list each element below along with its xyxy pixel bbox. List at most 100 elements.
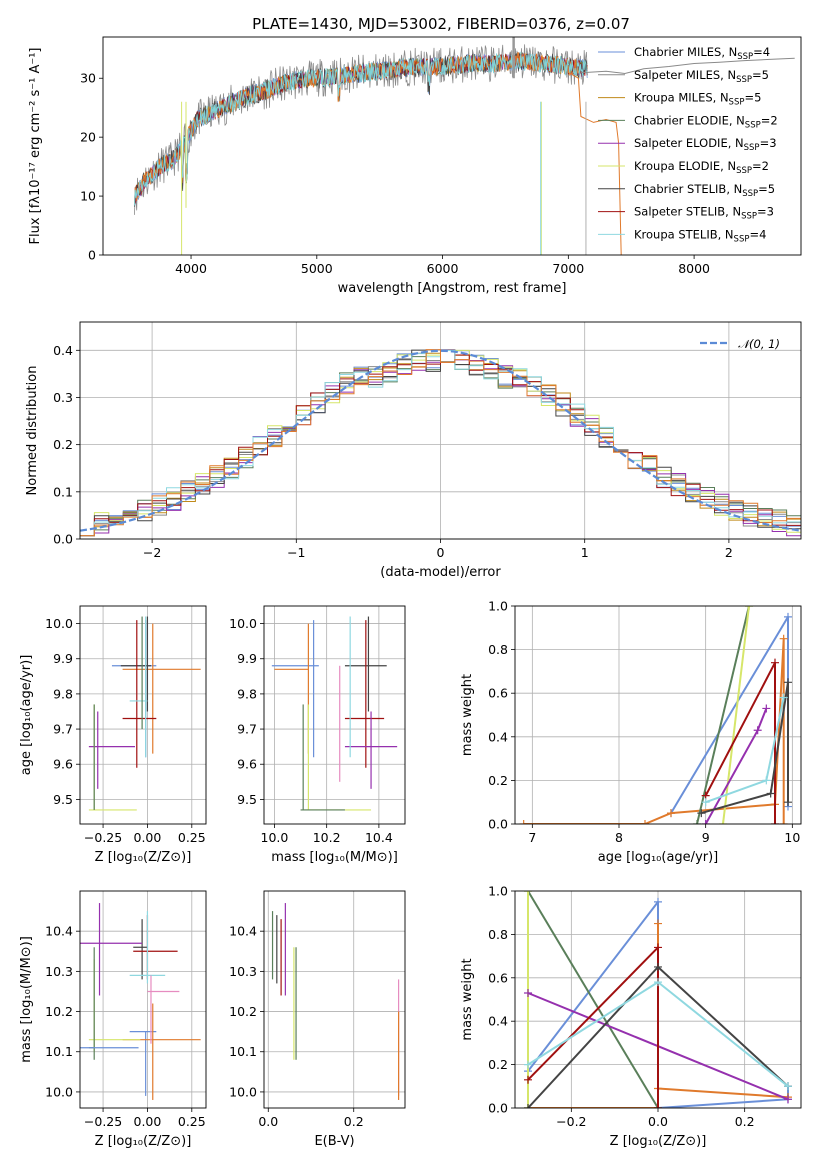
y-axis-label: Flux [fλ10⁻¹⁷ erg cm⁻² s⁻¹ A⁻¹] xyxy=(28,48,43,245)
y-tick-label: 9.9 xyxy=(53,651,73,666)
spectrum-line xyxy=(133,51,588,206)
data-point-marker xyxy=(766,789,775,798)
y-axis-label: mass weight xyxy=(460,674,475,756)
axes-frame xyxy=(79,605,207,825)
y-tick-label: 20 xyxy=(80,130,96,145)
data-point-marker xyxy=(697,809,706,818)
plot-area xyxy=(133,37,795,255)
y-tick-label: 0.2 xyxy=(488,1057,508,1072)
x-tick-label: 0.2 xyxy=(735,1114,755,1129)
data-point-marker xyxy=(779,693,788,702)
data-point-marker xyxy=(701,798,710,807)
x-axis-label: (data-model)/error xyxy=(380,565,501,580)
data-point-marker xyxy=(524,1104,532,1108)
y-tick-label: 9.6 xyxy=(53,757,73,772)
legend-label: Chabrier STELIB, NSSP=5 xyxy=(634,182,775,199)
data-point-marker xyxy=(654,978,662,987)
y-tick-label: 0 xyxy=(88,248,96,263)
data-point-marker xyxy=(784,1082,792,1091)
y-tick-label: 10 xyxy=(80,189,96,204)
data-point-marker xyxy=(524,988,532,997)
x-tick-label: 0.0 xyxy=(648,1114,668,1129)
x-tick-label: 0 xyxy=(437,545,445,560)
data-point-marker xyxy=(784,1095,792,1104)
axes-frame xyxy=(514,605,802,825)
x-axis-label: E(B-V) xyxy=(314,1134,354,1149)
y-tick-label: 10.2 xyxy=(45,1004,73,1019)
plot-area xyxy=(80,349,801,537)
mass-weight-line xyxy=(701,681,789,815)
y-tick-label: 0.4 xyxy=(488,1014,508,1029)
age-vs-mass-panel: 10.0 10.2 10.4 9.5 9.6 9.7 9.8 9.9 10.0 mass [log… xyxy=(229,605,406,865)
spectrum-line xyxy=(133,52,579,205)
data-point-marker xyxy=(753,726,762,735)
legend: Chabrier MILES, NSSP=4 Salpeter MILES, NS… xyxy=(598,45,778,244)
y-tick-label: 0.8 xyxy=(488,927,508,942)
legend-label: Chabrier MILES, NSSP=4 xyxy=(634,45,770,62)
y-axis-label: Normed distribution xyxy=(25,366,40,496)
x-tick-label: 10.2 xyxy=(313,830,341,845)
plot-area xyxy=(519,606,792,824)
axes-frame xyxy=(263,890,406,1109)
data-point-marker xyxy=(701,820,710,824)
data-point-marker xyxy=(519,820,528,824)
y-tick-label: 10.3 xyxy=(45,964,73,979)
y-tick-label: 10.4 xyxy=(45,924,73,939)
mass-weight-line xyxy=(670,615,789,814)
data-point-marker xyxy=(771,820,779,824)
data-point-marker xyxy=(524,891,532,895)
x-tick-label: 8000 xyxy=(678,261,710,276)
mass-weight-line xyxy=(696,606,750,824)
x-tick-label: 1 xyxy=(581,545,589,560)
x-tick-label: 7 xyxy=(528,830,536,845)
residual-histogram-panel: −2 −1 0 1 2 0.0 0.1 0.2 0.3 0.4 (data-model)/error… xyxy=(25,321,802,580)
data-point-marker xyxy=(745,606,753,610)
data-point-marker xyxy=(654,1104,662,1108)
data-point-marker xyxy=(779,634,788,643)
gaussian-curve xyxy=(80,349,801,532)
data-point-marker xyxy=(654,897,662,906)
legend-label: Chabrier ELODIE, NSSP=2 xyxy=(634,113,778,130)
axes-frame xyxy=(263,605,406,825)
data-point-marker xyxy=(784,678,792,687)
x-tick-label: 9 xyxy=(702,830,710,845)
data-point-marker xyxy=(762,776,771,785)
x-tick-label: 0.25 xyxy=(178,830,206,845)
y-tick-label: 10.0 xyxy=(45,1084,73,1099)
mass-weight-line xyxy=(527,891,659,1108)
x-tick-label: 10 xyxy=(784,830,800,845)
x-tick-label: 8 xyxy=(615,830,623,845)
mass-weight-line xyxy=(722,606,750,824)
data-point-marker xyxy=(719,820,727,824)
x-tick-label: 0.25 xyxy=(178,1114,206,1129)
mass-vs-metallicity-panel: −0.25 0.00 0.25 10.0 10.1 10.2 10.3 10.4 Z [log₁… xyxy=(19,890,207,1149)
x-tick-label: 10.0 xyxy=(261,830,289,845)
data-point-marker xyxy=(524,1075,532,1084)
y-tick-label: 1.0 xyxy=(488,884,508,899)
x-tick-label: 4000 xyxy=(175,261,207,276)
mass-weight-line xyxy=(527,946,659,1108)
y-tick-label: 9.5 xyxy=(53,792,73,807)
x-tick-label: −0.25 xyxy=(84,1114,122,1129)
y-tick-label: 9.5 xyxy=(237,792,257,807)
x-tick-label: 5000 xyxy=(301,261,333,276)
y-tick-label: 10.4 xyxy=(229,924,257,939)
data-point-marker xyxy=(784,612,792,621)
histogram-step-line xyxy=(80,349,801,537)
y-tick-label: 1.0 xyxy=(488,599,508,614)
plot-area xyxy=(88,616,201,811)
legend-label: 𝒩(0, 1) xyxy=(738,337,780,351)
y-tick-label: 0.2 xyxy=(488,773,508,788)
legend-label: Salpeter STELIB, NSSP=3 xyxy=(634,205,774,222)
data-point-marker xyxy=(524,1060,532,1069)
legend-label: Kroupa ELODIE, NSSP=2 xyxy=(634,159,769,176)
y-tick-label: 9.8 xyxy=(237,686,257,701)
y-tick-label: 10.0 xyxy=(229,1084,257,1099)
x-tick-label: 10.4 xyxy=(365,830,393,845)
y-tick-label: 10.1 xyxy=(229,1044,257,1059)
mass-vs-reddening-panel: 0.0 0.2 10.0 10.1 10.2 10.3 10.4 E(B-V) xyxy=(229,890,406,1149)
axes-frame xyxy=(79,890,207,1109)
y-axis-label: mass weight xyxy=(460,958,475,1040)
data-point-marker xyxy=(771,658,779,667)
data-point-marker xyxy=(654,943,662,952)
